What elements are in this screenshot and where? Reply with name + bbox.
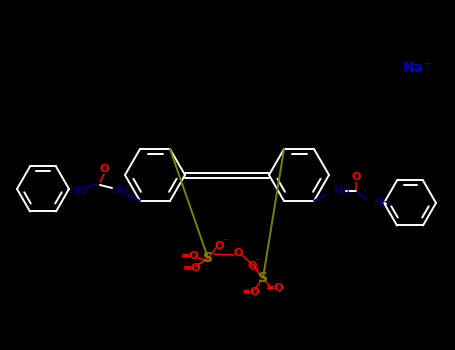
Text: HN: HN: [70, 186, 86, 196]
Text: ⁻: ⁻: [222, 237, 228, 247]
Text: =O: =O: [181, 251, 199, 261]
Text: S: S: [203, 251, 213, 265]
Text: O: O: [99, 164, 109, 174]
Text: ⁻: ⁻: [254, 257, 259, 267]
Text: O: O: [248, 261, 257, 271]
Text: O: O: [351, 172, 361, 182]
Text: =O: =O: [183, 263, 201, 273]
Text: =O: =O: [242, 287, 260, 297]
Text: Na: Na: [402, 61, 424, 75]
Text: HN: HN: [111, 186, 128, 196]
Text: +: +: [423, 59, 432, 69]
Text: NH: NH: [374, 198, 391, 208]
Text: O: O: [214, 241, 224, 251]
Text: NH: NH: [334, 186, 351, 196]
Text: S: S: [258, 271, 268, 285]
Text: =O: =O: [266, 283, 284, 293]
Text: O: O: [233, 248, 243, 258]
